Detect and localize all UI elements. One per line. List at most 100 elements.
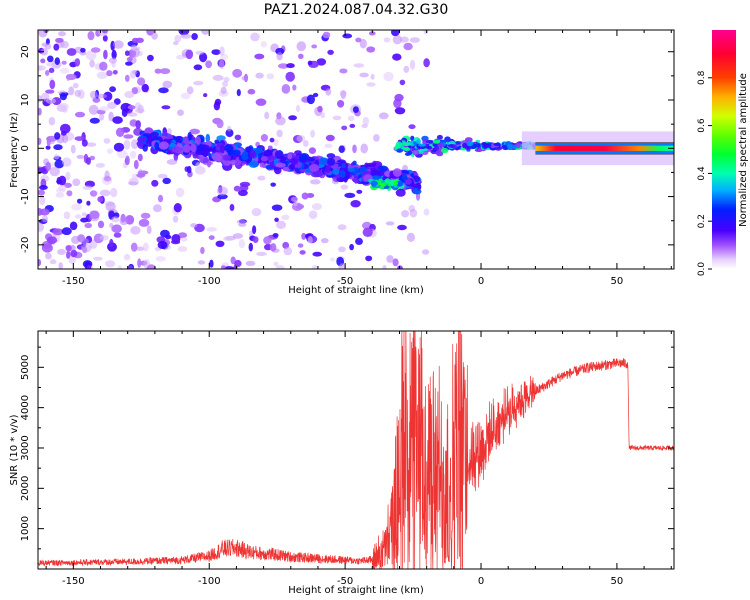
spectrogram-cell (38, 167, 47, 172)
spectrogram-cell (216, 119, 224, 129)
spectrogram-cell (408, 124, 416, 130)
spectrogram-cell (260, 41, 268, 48)
spectrogram-cell (409, 59, 416, 70)
spectrogram-cell (222, 154, 231, 161)
spectrogram-cell (239, 181, 251, 187)
spectrogram-cell (162, 80, 173, 89)
spectrogram-cell (353, 63, 365, 68)
spectrogram-cell (396, 148, 404, 153)
spectrogram-cell (245, 146, 252, 154)
spectrogram-cell (236, 89, 241, 97)
spectrogram-cell (74, 58, 81, 67)
spectrogram-cell (127, 105, 136, 110)
spectrogram-cell (355, 237, 363, 245)
spectrogram-cell (224, 266, 235, 269)
spectrogram-cell (68, 86, 75, 96)
spectrogram-cell (352, 166, 359, 175)
spectrogram-cell (44, 43, 52, 50)
spectrogram-cell (362, 227, 373, 237)
spectrogram-cell (257, 175, 266, 181)
spectrogram-cell (162, 177, 171, 185)
spectrogram-cell (416, 139, 421, 144)
spectrogram-cell (74, 136, 85, 142)
spectrogram-cell (255, 72, 264, 79)
spectrogram-cell (74, 214, 82, 219)
spectrogram-cell (177, 232, 188, 239)
spectrogram-cell (193, 64, 203, 71)
spectrogram-xlabel: Height of straight line (km) (288, 285, 424, 296)
spectrogram-cell (55, 192, 65, 198)
spectrogram-cell (338, 145, 345, 153)
spectrogram-cell (493, 142, 501, 147)
spectrogram-cell (65, 73, 77, 81)
spectrogram-cell (462, 142, 468, 149)
spectrogram-cell (273, 139, 279, 146)
spectrogram-cell (169, 142, 177, 148)
spectrogram-cell (307, 236, 313, 244)
spectrogram-cell (80, 217, 89, 223)
spectrogram-cell (385, 221, 395, 226)
spectrogram-cell (154, 141, 159, 151)
spectrogram-cell (38, 30, 48, 38)
spectrogram-cell (72, 178, 81, 187)
spectrogram-cell (217, 194, 228, 200)
spectrogram-cell (105, 260, 116, 268)
spectrogram-cell (38, 137, 42, 145)
spectrogram-cell (423, 208, 430, 216)
spectrogram-cell (95, 163, 105, 168)
spectrogram-cell (58, 262, 63, 269)
spectrogram-cell (113, 40, 124, 49)
spectrogram-cell (93, 256, 103, 261)
spectrogram-cell (206, 227, 218, 232)
spectrogram-cell (273, 261, 279, 267)
spectrogram-cell (344, 192, 356, 198)
spectrogram-cell (426, 139, 434, 144)
spectrogram-cell (61, 60, 67, 65)
spectrogram-cell (153, 204, 162, 213)
spectrogram-cell (89, 155, 96, 161)
spectrogram-cell (320, 112, 326, 119)
spectrogram-cell (366, 82, 376, 87)
spectrogram-cell (89, 210, 100, 219)
spectrogram-cell (287, 153, 293, 160)
spectrogram-cell (312, 251, 323, 257)
spectrogram-cell (245, 260, 256, 266)
spectrogram-cell (63, 211, 71, 220)
spectrogram-cell (127, 112, 138, 117)
spectrogram-cell (394, 107, 406, 115)
spectrogram-cell (85, 50, 97, 61)
spectrogram-cell (106, 148, 114, 155)
x-tick-label: -50 (337, 576, 353, 587)
spectrogram-cell (38, 65, 46, 71)
spectrogram-cell (386, 255, 394, 263)
spectrogram-cell (338, 246, 346, 253)
colorbar-gradient (712, 30, 736, 269)
spectrogram-cell (301, 232, 307, 240)
spectrogram-cell (214, 139, 220, 144)
spectrogram-cell (275, 265, 285, 269)
spectrogram-cell (60, 123, 71, 134)
spectrogram-cell (238, 189, 248, 197)
spectrogram-cell (252, 225, 257, 235)
spectrogram-cell (65, 171, 71, 181)
spectrogram-cell (269, 137, 275, 143)
spectrogram-cell (382, 264, 387, 269)
spectrogram-cell (402, 173, 408, 181)
spectrogram-cell (236, 219, 247, 224)
spectrogram-cell (119, 216, 129, 226)
spectrogram-cell (369, 169, 380, 176)
spectrogram-cell (74, 111, 86, 118)
spectrogram-cell (219, 46, 225, 56)
spectrogram-cell (222, 80, 229, 88)
spectrogram-cell (216, 186, 228, 196)
spectrogram-cell (293, 200, 298, 207)
spectrogram-cell (183, 136, 189, 144)
spectrogram-cell (208, 235, 215, 241)
snr-ticks: -150 -100 -50 0 50 1000 2000 3000 4000 5000 (20, 331, 674, 587)
spectrogram-cell (259, 162, 265, 168)
spectrogram-cell (231, 149, 241, 156)
spectrogram-cell (177, 109, 184, 116)
spectrogram-cell (66, 190, 73, 197)
spectrogram-cell (123, 139, 131, 150)
